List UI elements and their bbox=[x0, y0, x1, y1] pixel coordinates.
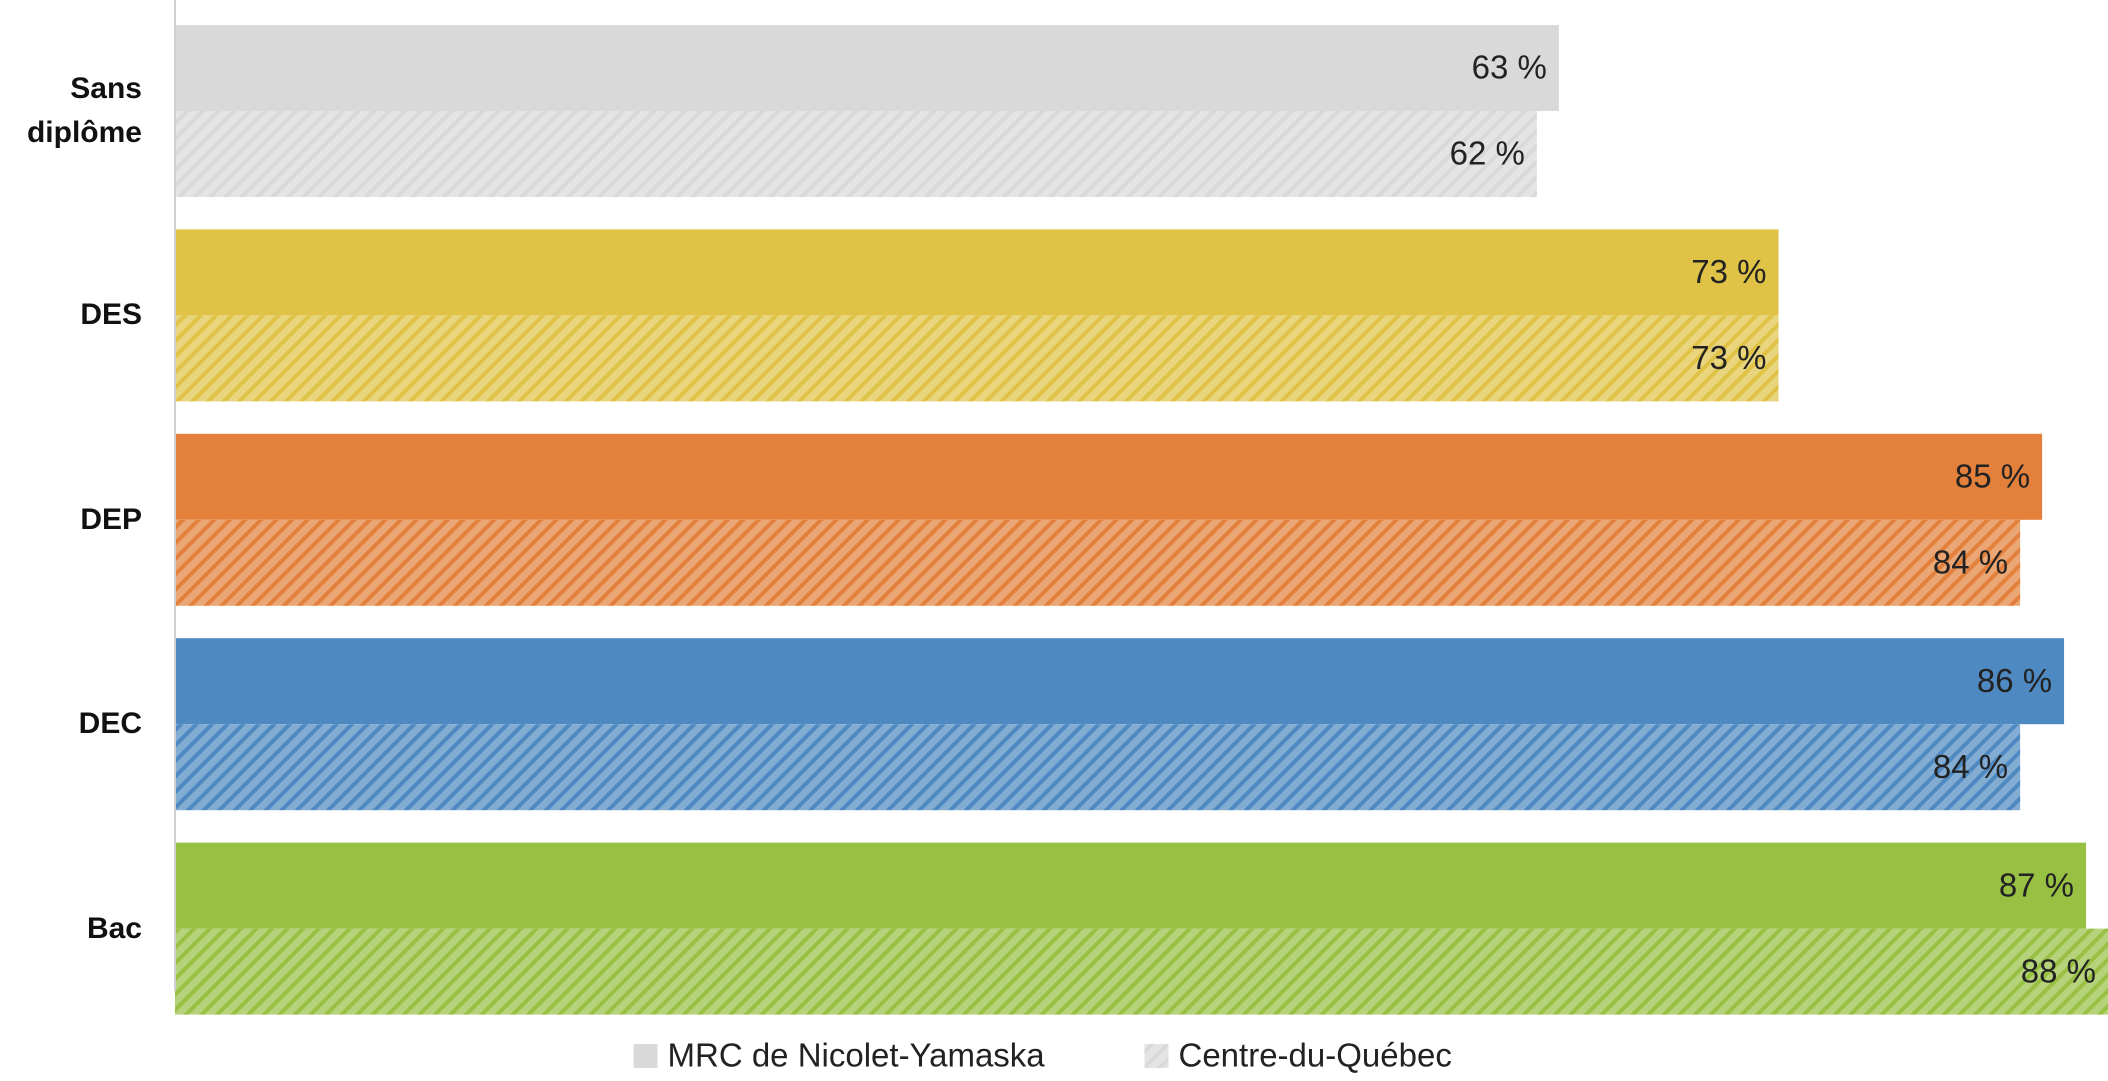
bar bbox=[175, 638, 2065, 725]
legend-label: MRC de Nicolet-Yamaska bbox=[668, 1037, 1046, 1074]
bar bbox=[175, 842, 2087, 929]
category-label: Sans diplôme bbox=[26, 72, 142, 149]
value-label: 87 % bbox=[1999, 866, 2074, 903]
value-label: 85 % bbox=[1955, 458, 2030, 495]
value-label: 73 % bbox=[1691, 253, 1766, 290]
category-label: DEP bbox=[80, 502, 142, 536]
category-label: Bac bbox=[86, 911, 142, 945]
value-label: 62 % bbox=[1450, 135, 1525, 172]
category-label: DES bbox=[80, 298, 142, 332]
bar bbox=[175, 315, 1779, 402]
bar bbox=[175, 724, 2021, 811]
bar bbox=[175, 25, 1559, 111]
value-label: 88 % bbox=[2021, 952, 2096, 989]
legend-swatch bbox=[1144, 1044, 1169, 1068]
bar bbox=[175, 229, 1779, 316]
legend-label: Centre-du-Québec bbox=[1179, 1037, 1452, 1074]
bar bbox=[175, 928, 2108, 1015]
category-label: DEC bbox=[78, 707, 142, 741]
bar bbox=[175, 519, 2021, 606]
value-label: 86 % bbox=[1977, 662, 2052, 699]
value-label: 84 % bbox=[1933, 544, 2008, 581]
value-label: 63 % bbox=[1472, 49, 1547, 86]
bar bbox=[175, 433, 2043, 520]
legend-swatch bbox=[633, 1044, 658, 1068]
bar bbox=[175, 111, 1537, 197]
value-label: 73 % bbox=[1691, 339, 1766, 376]
value-label: 84 % bbox=[1933, 748, 2008, 785]
